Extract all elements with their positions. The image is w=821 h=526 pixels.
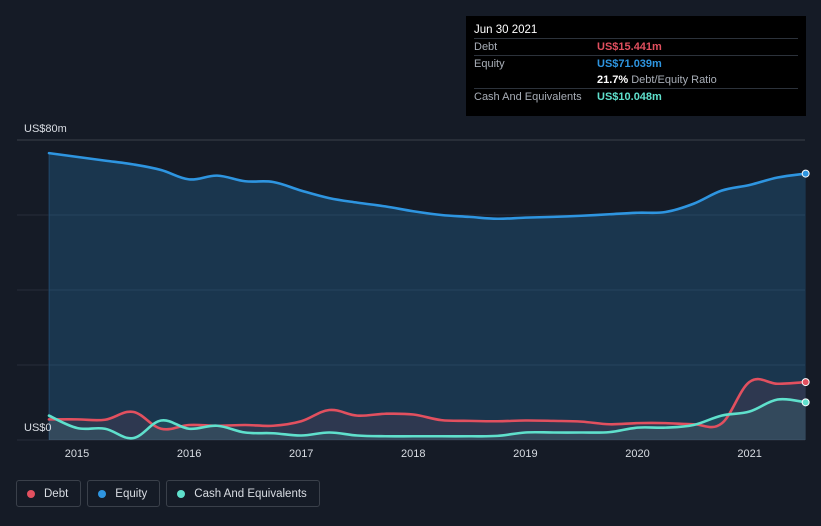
legend-debt-button[interactable]: Debt (16, 480, 82, 507)
tooltip-debt-value: US$15.441m (597, 41, 662, 53)
legend-cash-button[interactable]: Cash And Equivalents (166, 480, 320, 507)
tooltip-cash-value: US$10.048m (597, 91, 662, 103)
y-axis-zero-label: US$0 (24, 422, 52, 434)
tooltip-debt-label: Debt (474, 41, 498, 53)
equity-area (48, 153, 806, 440)
legend-cash-label: Cash And Equivalents (194, 487, 307, 500)
cash-area (48, 399, 806, 440)
tooltip-ratio-row: 21.7% Debt/Equity Ratio (474, 72, 798, 88)
x-axis-ticks: 2015 2016 2017 2018 2019 2020 2021 (65, 448, 762, 460)
equity-line (47, 151, 807, 221)
legend-equity-button[interactable]: Equity (87, 480, 161, 507)
legend-equity-label: Equity (115, 487, 148, 500)
chart-legend: Debt Equity Cash And Equivalents (16, 480, 320, 507)
chart-end-markers (801, 169, 810, 407)
tooltip-equity-value: US$71.039m (597, 58, 662, 70)
cash-end-point (801, 398, 810, 407)
chart-lines (47, 151, 807, 440)
debt-line (47, 377, 807, 431)
chart-areas (48, 153, 806, 440)
x-tick-label: 2015 (65, 448, 89, 460)
tooltip-date: Jun 30 2021 (474, 24, 538, 36)
debt-end-point (801, 378, 810, 387)
x-tick-label: 2021 (737, 448, 761, 460)
cash-line (47, 397, 807, 440)
x-tick-label: 2018 (401, 448, 425, 460)
legend-equity-dot-icon (98, 489, 107, 498)
tooltip-cash-label: Cash And Equivalents (474, 91, 582, 103)
x-tick-label: 2016 (177, 448, 201, 460)
grid-lines (17, 139, 805, 441)
tooltip-equity-row: Equity US$71.039m (474, 55, 798, 72)
x-tick-label: 2020 (625, 448, 649, 460)
tooltip-cash-row: Cash And Equivalents US$10.048m (474, 88, 798, 105)
data-tooltip: Jun 30 2021 Debt US$15.441m Equity US$71… (466, 16, 806, 116)
y-axis-max-label: US$80m (24, 123, 67, 135)
tooltip-ratio-label: Debt/Equity Ratio (631, 74, 717, 86)
x-tick-label: 2019 (513, 448, 537, 460)
legend-debt-dot-icon (27, 489, 35, 498)
x-tick-label: 2017 (289, 448, 313, 460)
equity-end-point (801, 169, 810, 178)
tooltip-ratio-value: 21.7% (597, 74, 629, 86)
legend-debt-label: Debt (44, 487, 69, 500)
legend-cash-dot-icon (177, 489, 186, 498)
tooltip-debt-row: Debt US$15.441m (474, 38, 798, 55)
tooltip-equity-label: Equity (474, 58, 505, 70)
